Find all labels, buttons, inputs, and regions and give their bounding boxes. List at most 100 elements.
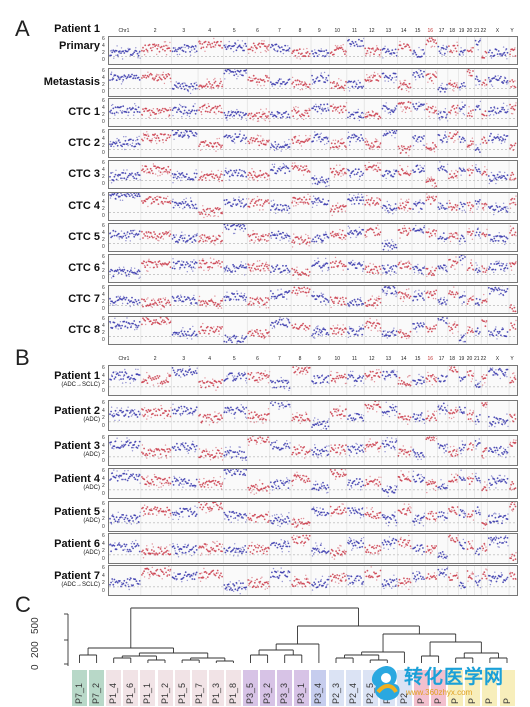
dendrogram-leaf: P7_1	[72, 670, 87, 706]
track-ytick-label: 0	[102, 423, 105, 429]
leaf-label: P1_8	[227, 682, 238, 704]
chromosome-label: 14	[400, 28, 407, 34]
panel-a-row-label: Metastasis	[43, 76, 100, 88]
track-ytick-label: 0	[102, 275, 105, 281]
watermark-text: 转化医学网	[404, 667, 505, 688]
track-ytick-label: 4	[102, 292, 105, 298]
track-ytick-label: 4	[102, 407, 105, 414]
dendrogram-leaf: P	[482, 670, 498, 706]
track-ytick-label: 6	[102, 68, 105, 74]
track-ytick-label: 4	[102, 230, 105, 236]
patient-name: Patient 7	[54, 570, 100, 582]
track-ytick-label: 2	[102, 483, 105, 490]
chromosome-label: Y	[510, 356, 514, 362]
chromosome-label: 13	[385, 28, 392, 34]
leaf-label: P2_4	[347, 682, 358, 704]
patient-name: Patient 6	[54, 538, 100, 550]
chromosome-label: 4	[208, 356, 212, 362]
dendrogram-leaf: P1_2	[157, 670, 173, 706]
track-ytick-label: 0	[102, 213, 105, 219]
leaf-label: P3_4	[313, 682, 324, 704]
track-ytick-label: 2	[102, 380, 105, 387]
track-ytick-label: 6	[102, 98, 105, 104]
copy-number-track	[108, 435, 518, 466]
track-ytick-label: 4	[102, 442, 105, 449]
track-ytick-label: 4	[102, 75, 105, 81]
track-ytick-label: 0	[102, 524, 105, 530]
copy-number-track	[108, 365, 518, 396]
track-ytick-label: 0	[102, 150, 105, 156]
chromosome-label: 13	[385, 356, 392, 362]
chromosome-label: 4	[208, 28, 212, 34]
chromosome-label: 21	[474, 356, 480, 362]
panel-a-row-label: Primary	[59, 40, 100, 52]
track-ytick-label: 4	[102, 199, 105, 205]
leaf-label: P2_3	[330, 682, 341, 704]
chromosome-label: 18	[449, 356, 455, 362]
track-ytick-label: 6	[102, 365, 105, 371]
patient-subtype: (ADC)	[83, 550, 100, 556]
dendrogram-leaf: P1_6	[123, 670, 139, 706]
copy-number-track	[108, 68, 518, 97]
track-ytick-label: 6	[102, 400, 105, 406]
track-ytick-label: 0	[102, 57, 105, 63]
track-ytick-label: 6	[102, 192, 105, 198]
copy-number-track	[108, 254, 518, 283]
panel-b-row-label: Patient 5 (ADC)	[0, 506, 100, 525]
chromosome-label: 17	[438, 28, 445, 34]
track-ytick-label: 4	[102, 372, 105, 379]
copy-number-track	[108, 316, 518, 345]
track-ytick-label: 4	[102, 508, 105, 515]
copy-number-track	[108, 192, 518, 221]
watermark-url: www.360zhyx.com	[406, 688, 473, 697]
track-ytick-label: 2	[102, 516, 105, 523]
chromosome-label: 11	[351, 28, 358, 34]
chromosome-label: Chr1	[118, 356, 130, 362]
panel-b-letter: B	[15, 345, 30, 370]
track-ytick-label: 4	[102, 136, 105, 142]
copy-number-track	[108, 98, 518, 127]
track-ytick-label: 0	[102, 181, 105, 187]
track-ytick-label: 0	[102, 89, 105, 95]
dendrogram-leaf: P1_5	[174, 670, 190, 706]
panel-a-row-label: CTC 7	[68, 293, 100, 305]
patient-name: Patient 5	[54, 506, 100, 518]
chromosome-label: 22	[480, 356, 487, 362]
track-ytick-label: 2	[102, 450, 105, 457]
track-ytick-label: 2	[102, 82, 105, 88]
track-ytick-label: 0	[102, 244, 105, 250]
chromosome-label: 14	[400, 356, 407, 362]
chromosome-label: X	[495, 356, 500, 362]
chromosome-axis-b: Chr1 2 3 4 5 6 7 8 9 10 11 12 13 14 15 16 17 18 19 20 21 22 X Y	[108, 356, 516, 364]
chromosome-label: 7	[278, 28, 281, 34]
chromosome-label: 12	[369, 356, 375, 362]
chromosome-label: 18	[449, 28, 455, 34]
chromosome-label: 3	[182, 28, 186, 34]
track-ytick-label: 6	[102, 316, 105, 322]
dendrogram-leaf: P	[465, 670, 481, 706]
panel-a-row-label: CTC 1	[68, 106, 100, 118]
track-ytick-label: 4	[102, 540, 105, 547]
panel-b-row-label: Patient 2 (ADC)	[0, 405, 100, 424]
track-ytick-label: 6	[102, 285, 105, 291]
patient-subtype: (ADC→SCLC)	[61, 382, 100, 388]
chromosome-label: 15	[414, 356, 421, 362]
track-ytick-label: 0	[102, 556, 105, 562]
dendrogram-leaf: P3_2	[260, 670, 276, 706]
track-ytick-label: 6	[102, 129, 105, 135]
track-ytick-label: 4	[102, 167, 105, 173]
patient-subtype: (ADC)	[83, 417, 100, 423]
track-ytick-label: 0	[102, 588, 105, 594]
track-ytick-label: 6	[102, 435, 105, 441]
patient-name: Patient 1	[54, 370, 100, 382]
track-ytick-label: 2	[102, 112, 105, 118]
dendrogram	[64, 607, 508, 666]
watermark-logo: 转化医学网 www.360zhyx.com	[364, 660, 530, 706]
track-ytick-label: 0	[102, 458, 105, 464]
track-ytick-label: 6	[102, 468, 105, 474]
chromosome-label: 6	[256, 28, 259, 34]
track-ytick-label: 6	[102, 160, 105, 166]
chromosome-label: 16	[427, 28, 434, 34]
track-ytick-label: 6	[102, 223, 105, 229]
chromosome-label: 7	[278, 356, 281, 362]
